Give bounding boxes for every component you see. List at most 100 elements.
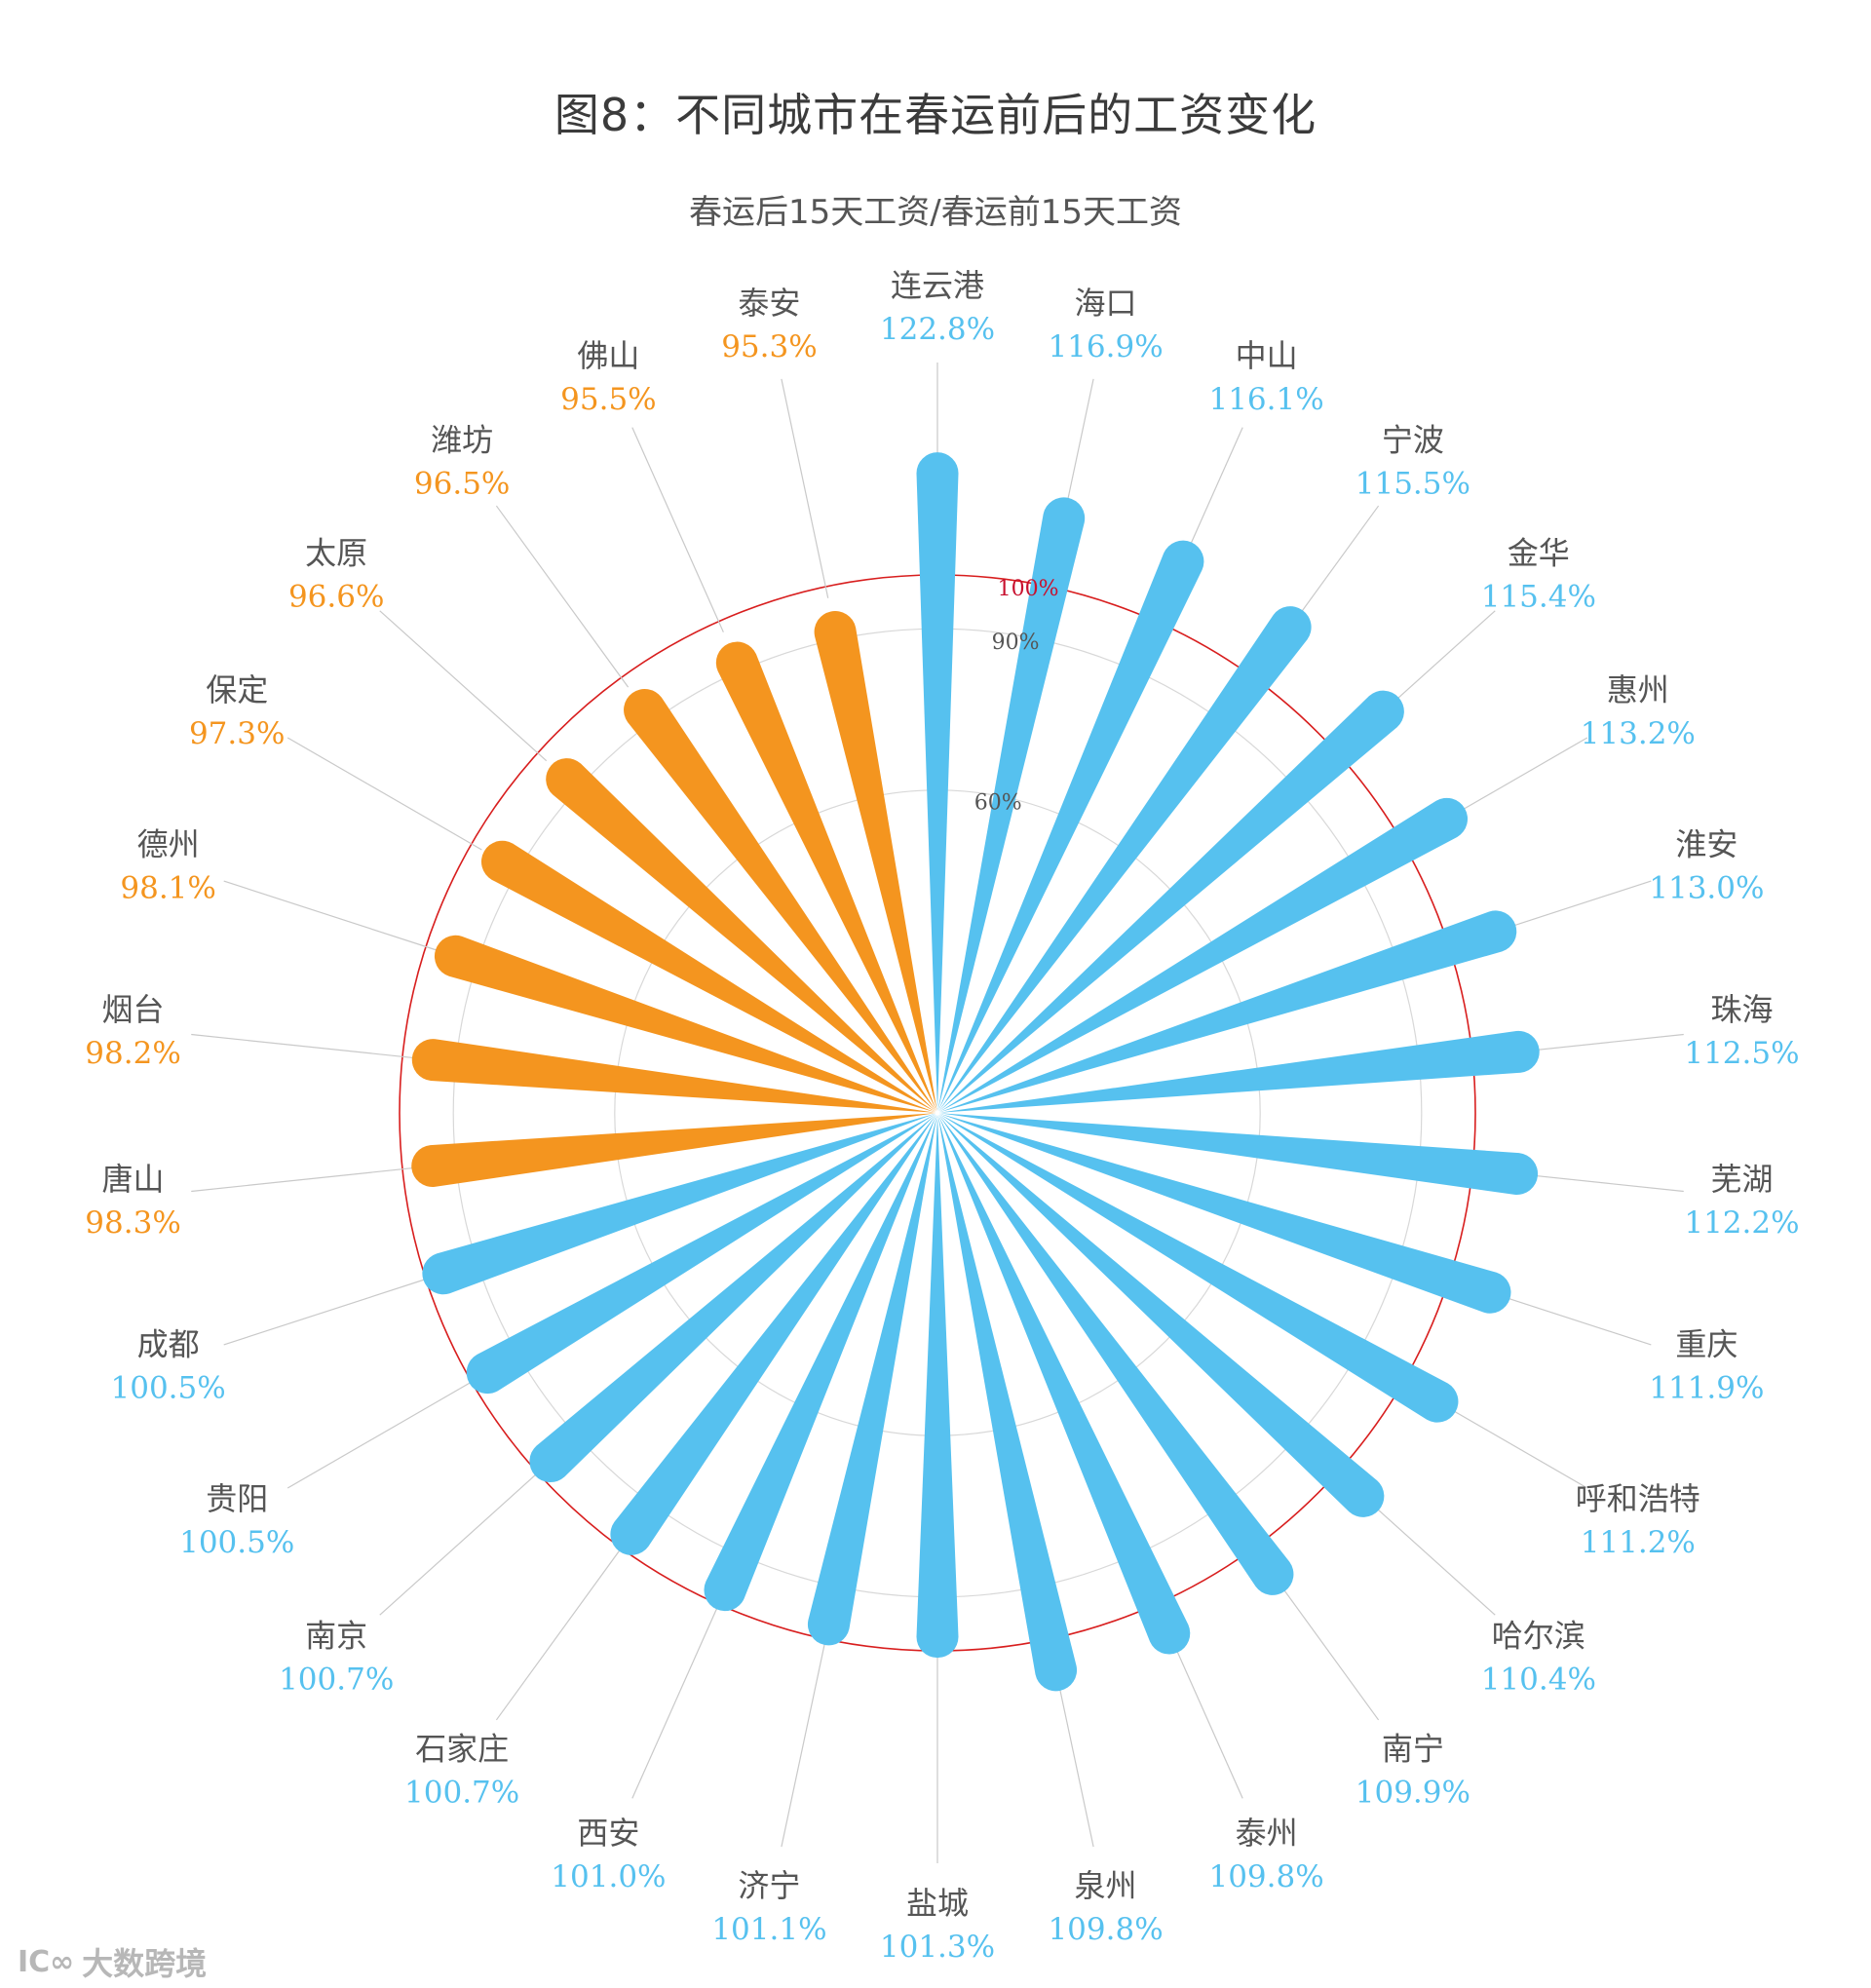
value-label: 116.1% [1208,382,1323,417]
value-label: 96.5% [414,467,510,502]
leader-line [379,610,548,762]
bar-惠州 [938,797,1469,1112]
leader-line [191,1033,415,1059]
category-label: 呼和浩特 [1576,1480,1700,1517]
value-label: 95.5% [560,382,656,417]
chart-subtitle: 春运后15天工资/春运前15天工资 [689,193,1182,232]
value-label: 98.2% [85,1036,180,1071]
category-label: 太原 [305,535,367,572]
bar-中山 [937,540,1204,1112]
bar-重庆 [938,1113,1511,1314]
bar-保定 [480,840,936,1112]
value-label: 101.0% [551,1859,666,1894]
value-label: 98.1% [120,871,215,906]
leader-line [781,1627,829,1848]
value-label: 113.2% [1581,716,1696,751]
bar-海口 [937,497,1086,1112]
leader-line [631,1593,724,1799]
category-label: 芜湖 [1710,1161,1773,1198]
value-label: 115.5% [1356,467,1470,502]
category-label: 西安 [577,1815,639,1852]
bar-泰州 [937,1114,1191,1655]
value-label: 113.0% [1649,871,1764,906]
bar-金华 [938,690,1404,1112]
leader-line [631,427,724,632]
leader-line [286,737,482,851]
ring-label-60: 60% [974,791,1022,816]
value-label: 100.7% [279,1662,394,1697]
value-label: 110.4% [1481,1662,1596,1697]
bar-烟台 [411,1039,936,1113]
category-label: 德州 [137,826,200,863]
category-label: 贵阳 [206,1480,268,1517]
bar-宁波 [938,606,1312,1112]
category-label: 保定 [206,671,268,708]
category-label: 泉州 [1075,1867,1137,1904]
bar-芜湖 [938,1113,1539,1195]
bar-德州 [434,935,936,1113]
value-label: 115.4% [1481,580,1596,615]
category-label: 惠州 [1607,671,1669,708]
value-label: 98.3% [85,1205,180,1241]
bar-石家庄 [610,1114,936,1555]
bar-淮安 [938,910,1517,1113]
value-label: 100.5% [179,1525,294,1560]
value-label: 96.6% [288,580,384,615]
bar-盐城 [916,1115,959,1659]
value-label: 111.9% [1649,1370,1764,1405]
leader-line [495,1538,630,1721]
category-label: 佛山 [577,337,639,374]
bar-贵阳 [466,1114,936,1395]
value-label: 112.5% [1684,1036,1799,1071]
category-labels: 连云港 122.8% 海口 116.9% 中山 116.1% 宁波 115.5% 金华 115.4… [85,267,1799,1965]
bar-西安 [704,1114,937,1612]
leader-line [379,1464,548,1616]
value-label: 109.9% [1356,1775,1470,1810]
category-label: 金华 [1508,535,1570,572]
leader-line [191,1166,415,1193]
bar-潍坊 [624,688,936,1112]
bar-哈尔滨 [938,1114,1385,1517]
leader-line [223,880,438,951]
bar-太原 [546,758,936,1112]
bar-连云港 [916,452,959,1111]
bars [411,452,1540,1692]
leader-line [223,1275,438,1346]
category-label: 成都 [137,1325,200,1362]
value-label: 95.3% [721,329,817,364]
category-label: 盐城 [906,1885,969,1922]
bar-呼和浩特 [938,1114,1459,1423]
value-label: 100.5% [111,1370,226,1405]
leader-line [286,1375,482,1489]
category-label: 中山 [1236,337,1298,374]
bar-唐山 [411,1113,936,1187]
category-label: 济宁 [738,1867,800,1904]
watermark-logo: IC∞ [18,1944,75,1979]
leader-line [781,378,829,598]
category-label: 重庆 [1675,1325,1737,1362]
value-label: 101.3% [880,1930,995,1965]
category-label: 珠海 [1710,991,1773,1028]
leader-line [495,505,630,688]
bar-成都 [422,1113,936,1295]
bar-泰安 [814,610,937,1112]
watermark-text: 大数跨境 [82,1945,208,1982]
value-label: 111.2% [1581,1525,1696,1560]
value-label: 101.1% [711,1912,826,1947]
category-label: 泰安 [738,285,800,322]
category-label: 海口 [1075,285,1137,322]
category-label: 宁波 [1382,422,1444,459]
bar-佛山 [715,641,937,1112]
ring-labels: 100% 90% 60% [974,577,1059,816]
bar-珠海 [938,1030,1540,1113]
category-label: 唐山 [102,1161,165,1198]
value-label: 122.8% [880,312,995,347]
ring-label-100: 100% [998,577,1059,601]
bar-济宁 [807,1114,937,1646]
bar-泉州 [937,1114,1078,1692]
category-label: 南宁 [1382,1730,1444,1767]
value-label: 100.7% [404,1775,519,1810]
category-label: 淮安 [1675,826,1737,863]
category-label: 连云港 [891,267,984,304]
